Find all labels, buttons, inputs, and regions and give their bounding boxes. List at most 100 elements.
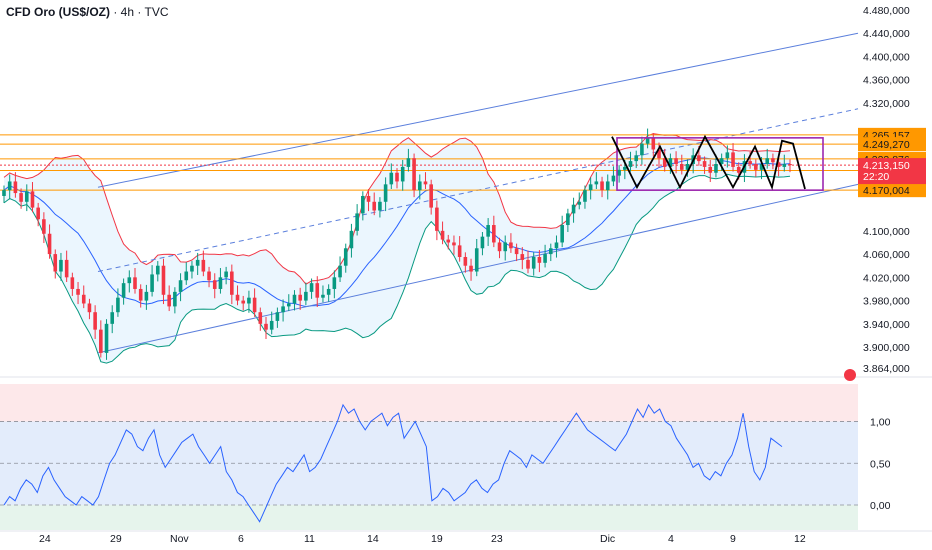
price-axis-tick: 4.100,000 [863,226,910,238]
candle-body [788,164,792,166]
candle-body [417,181,422,191]
candle-body [241,300,246,304]
candle-body [24,191,29,202]
exchange-label: TVC [144,5,169,19]
candle-body [309,283,314,292]
candle-body [201,259,206,272]
price-axis-tick: 4.480,000 [863,5,910,17]
time-axis-label: 19 [431,533,443,545]
oscillator-oversold-zone [0,504,858,530]
candle-body [554,242,559,249]
price-axis-tick: 4.060,000 [863,249,910,261]
bollinger-band-fill [4,133,790,364]
candle-body [190,265,194,272]
candle-body [679,164,684,170]
bollinger-middle-line [3,157,791,308]
candle-body [759,164,764,170]
candle-body [537,256,542,263]
candle-body [332,277,337,289]
candle-body [674,158,678,165]
candle-body [281,306,285,313]
chart-title: CFD Oro (US$/OZ) · 4h · TVC [6,5,168,19]
level-label-text: 4.249,270 [863,139,910,151]
candle-body [275,312,280,321]
candle-body [133,277,137,289]
candle-body [326,288,331,295]
candle-body [47,233,52,255]
candle-body [474,248,479,272]
candle-body [429,184,433,208]
candle-body [662,158,667,167]
candle-body [36,207,40,220]
candle-body [634,155,639,162]
time-axis-label: Nov [170,533,189,545]
candle-body [173,291,177,307]
candle-body [81,294,86,304]
candle-body [457,245,462,257]
price-axis-tick: 4.320,000 [863,98,910,110]
candle-body [469,265,473,272]
candle-body [121,283,126,298]
candle-body [247,297,251,304]
channel-upper-line [97,32,859,188]
time-axis-label: 24 [39,533,51,545]
price-axis-tick: 3.900,000 [863,342,910,354]
candle-body [264,323,268,330]
candle-body [611,175,616,182]
flag-icon[interactable] [844,369,856,381]
symbol-name: CFD Oro (US$/OZ) [6,5,110,19]
interval-label: 4h [120,5,135,19]
title-separator: · [110,5,121,19]
candle-body [623,166,627,170]
candle-body [144,291,149,301]
projection-zigzag [611,134,806,191]
candle-body [19,193,23,202]
candle-body [583,190,587,202]
oscillator-overbought-zone [0,384,858,422]
candle-body [503,242,508,252]
candle-body [645,137,650,144]
candle-body [286,303,291,307]
candle-body [366,195,371,202]
candle-body [486,225,490,237]
time-axis-label: 14 [367,533,379,545]
candle-body [161,265,166,295]
candle-body [184,271,189,281]
candle-body [657,149,661,159]
candle-body [304,291,308,301]
price-axis-tick: 3.980,000 [863,296,910,308]
candle-body [668,158,673,167]
candle-body [218,277,223,289]
candle-body [685,164,690,170]
candle-body [771,158,775,163]
candle-body [230,271,234,295]
level-label-box [858,183,926,198]
candle-body [13,181,18,194]
candle-body [617,169,621,176]
candle-body [736,166,741,173]
candle-body [349,230,354,249]
time-axis-label: 12 [794,533,806,545]
candle-body [566,213,570,226]
candle-body [605,181,610,191]
candle-body [64,259,69,278]
level-label-text: 4.170,004 [863,185,910,197]
candle-body [372,201,377,211]
candle-body [782,164,787,167]
candle-body [378,201,382,211]
candle-body [571,204,576,214]
candle-body [406,158,411,167]
candle-body [395,172,399,182]
candle-body [252,297,257,313]
candle-body [412,158,416,191]
candle-body [497,242,502,252]
current-price-text: 4.213,150 [863,160,910,172]
candle-body [725,152,730,159]
candle-body [714,164,718,173]
candle-body [104,323,109,353]
candle-body [292,294,297,304]
candle-body [719,158,724,165]
candle-body [207,271,211,281]
candle-body [548,248,553,255]
